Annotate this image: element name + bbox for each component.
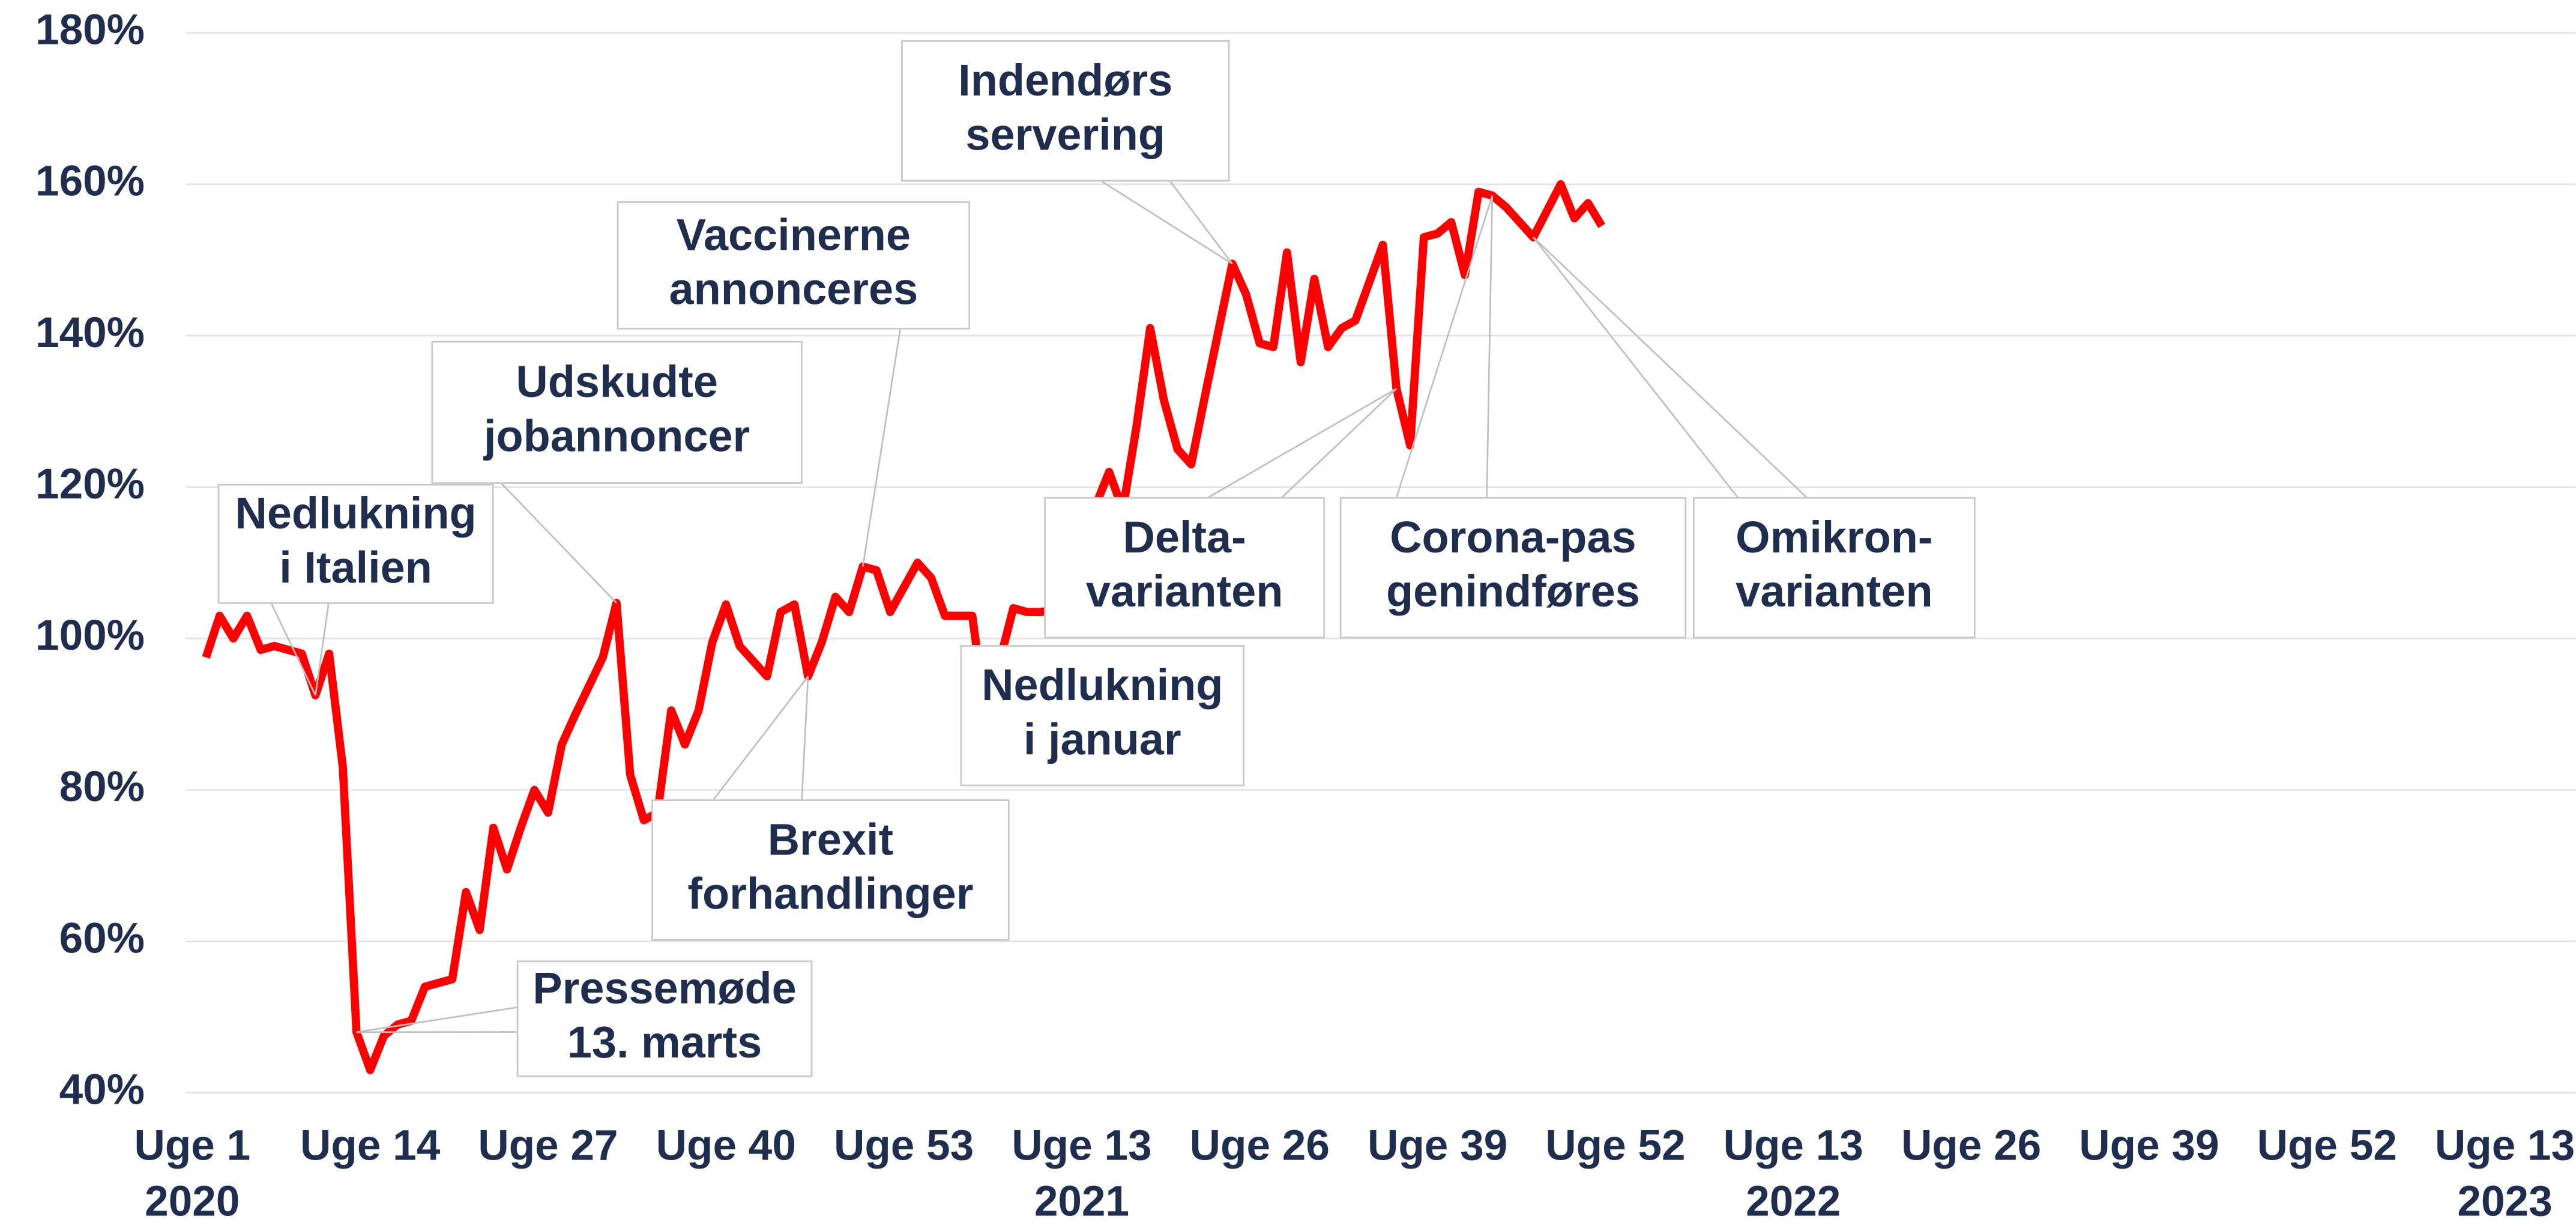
leader-line xyxy=(1533,237,1808,499)
x-tick-label: Uge 39 xyxy=(1368,1122,1507,1170)
x-tick-label: Uge 53 xyxy=(834,1122,974,1170)
leader-line xyxy=(500,482,617,603)
leader-line xyxy=(1533,237,1739,498)
x-tick-label: Uge 13 xyxy=(1724,1122,1863,1170)
x-tick-label: Uge 14 xyxy=(300,1122,441,1170)
annotation-text: Delta- xyxy=(1123,512,1246,562)
annotation-box xyxy=(651,799,1010,941)
annotation-text: Udskudte xyxy=(516,357,718,407)
y-tick-label: 80% xyxy=(59,763,145,811)
annotation-text: servering xyxy=(965,109,1165,159)
annotation-text: jobannoncer xyxy=(483,411,750,461)
annotation-box xyxy=(431,340,803,484)
leader-line xyxy=(1207,388,1397,499)
x-year-label: 2021 xyxy=(1034,1178,1129,1225)
annotation-text: Corona-pas xyxy=(1390,512,1636,562)
y-tick-label: 180% xyxy=(35,7,145,54)
annotation-box xyxy=(960,645,1244,787)
leader-line xyxy=(1486,195,1494,498)
leader-line xyxy=(861,328,902,567)
x-tick-label: Uge 52 xyxy=(2257,1122,2397,1170)
x-tick-label: Uge 13 xyxy=(1012,1122,1151,1170)
annotation-text: Vaccinerne xyxy=(677,210,911,259)
leader-line xyxy=(1100,180,1233,265)
x-tick-label: Uge 13 xyxy=(2435,1122,2575,1170)
x-year-label: 2023 xyxy=(2457,1178,2552,1225)
annotation-box xyxy=(1044,497,1326,639)
annotation-text: annonceres xyxy=(669,264,918,314)
annotation-text: Pressemøde xyxy=(532,963,796,1013)
y-tick-label: 100% xyxy=(35,612,145,659)
annotation-text: Nedlukning xyxy=(235,488,476,538)
leader-line xyxy=(1169,180,1233,265)
leader-line xyxy=(801,676,809,800)
x-tick-label: Uge 27 xyxy=(478,1122,618,1170)
annotation-text: Omikron- xyxy=(1736,512,1932,562)
annotation-text: Nedlukning xyxy=(982,660,1223,710)
annotation-box xyxy=(516,960,813,1077)
x-tick-label: Uge 26 xyxy=(1190,1122,1330,1170)
annotation-text: 13. marts xyxy=(567,1017,762,1067)
leader-line xyxy=(1395,195,1494,498)
y-tick-label: 120% xyxy=(35,461,145,508)
x-tick-label: Uge 39 xyxy=(2079,1122,2219,1170)
annotation-box xyxy=(217,483,494,604)
leader-line xyxy=(712,676,809,801)
x-tick-label: Uge 52 xyxy=(1545,1122,1685,1170)
x-tick-label: Uge 26 xyxy=(1901,1122,2041,1170)
annotation-box xyxy=(1693,497,1976,639)
annotation-text: i Italien xyxy=(279,542,432,592)
y-tick-label: 60% xyxy=(59,915,145,962)
x-year-label: 2022 xyxy=(1746,1178,1841,1225)
leader-line xyxy=(1280,388,1398,499)
annotation-text: i januar xyxy=(1024,714,1181,764)
x-tick-label: Uge 40 xyxy=(656,1122,796,1170)
y-tick-label: 40% xyxy=(59,1066,145,1114)
x-year-label: 2020 xyxy=(145,1178,240,1225)
y-tick-label: 140% xyxy=(35,309,145,357)
leader-line xyxy=(356,1006,518,1033)
annotation-box xyxy=(901,40,1230,182)
leader-line xyxy=(270,602,316,696)
annotation-text: varianten xyxy=(1736,566,1932,616)
annotation-text: genindføres xyxy=(1386,566,1640,616)
annotation-box xyxy=(617,201,971,330)
annotation-box xyxy=(1339,497,1687,639)
y-tick-label: 160% xyxy=(35,158,145,205)
leader-line xyxy=(315,603,330,696)
x-tick-label: Uge 1 xyxy=(134,1122,250,1170)
annotation-text: forhandlinger xyxy=(687,869,973,919)
annotation-text: varianten xyxy=(1086,566,1283,616)
annotation-text: Indendørs xyxy=(958,55,1172,105)
data-line xyxy=(202,180,1605,1074)
annotation-text: Brexit xyxy=(768,814,893,864)
